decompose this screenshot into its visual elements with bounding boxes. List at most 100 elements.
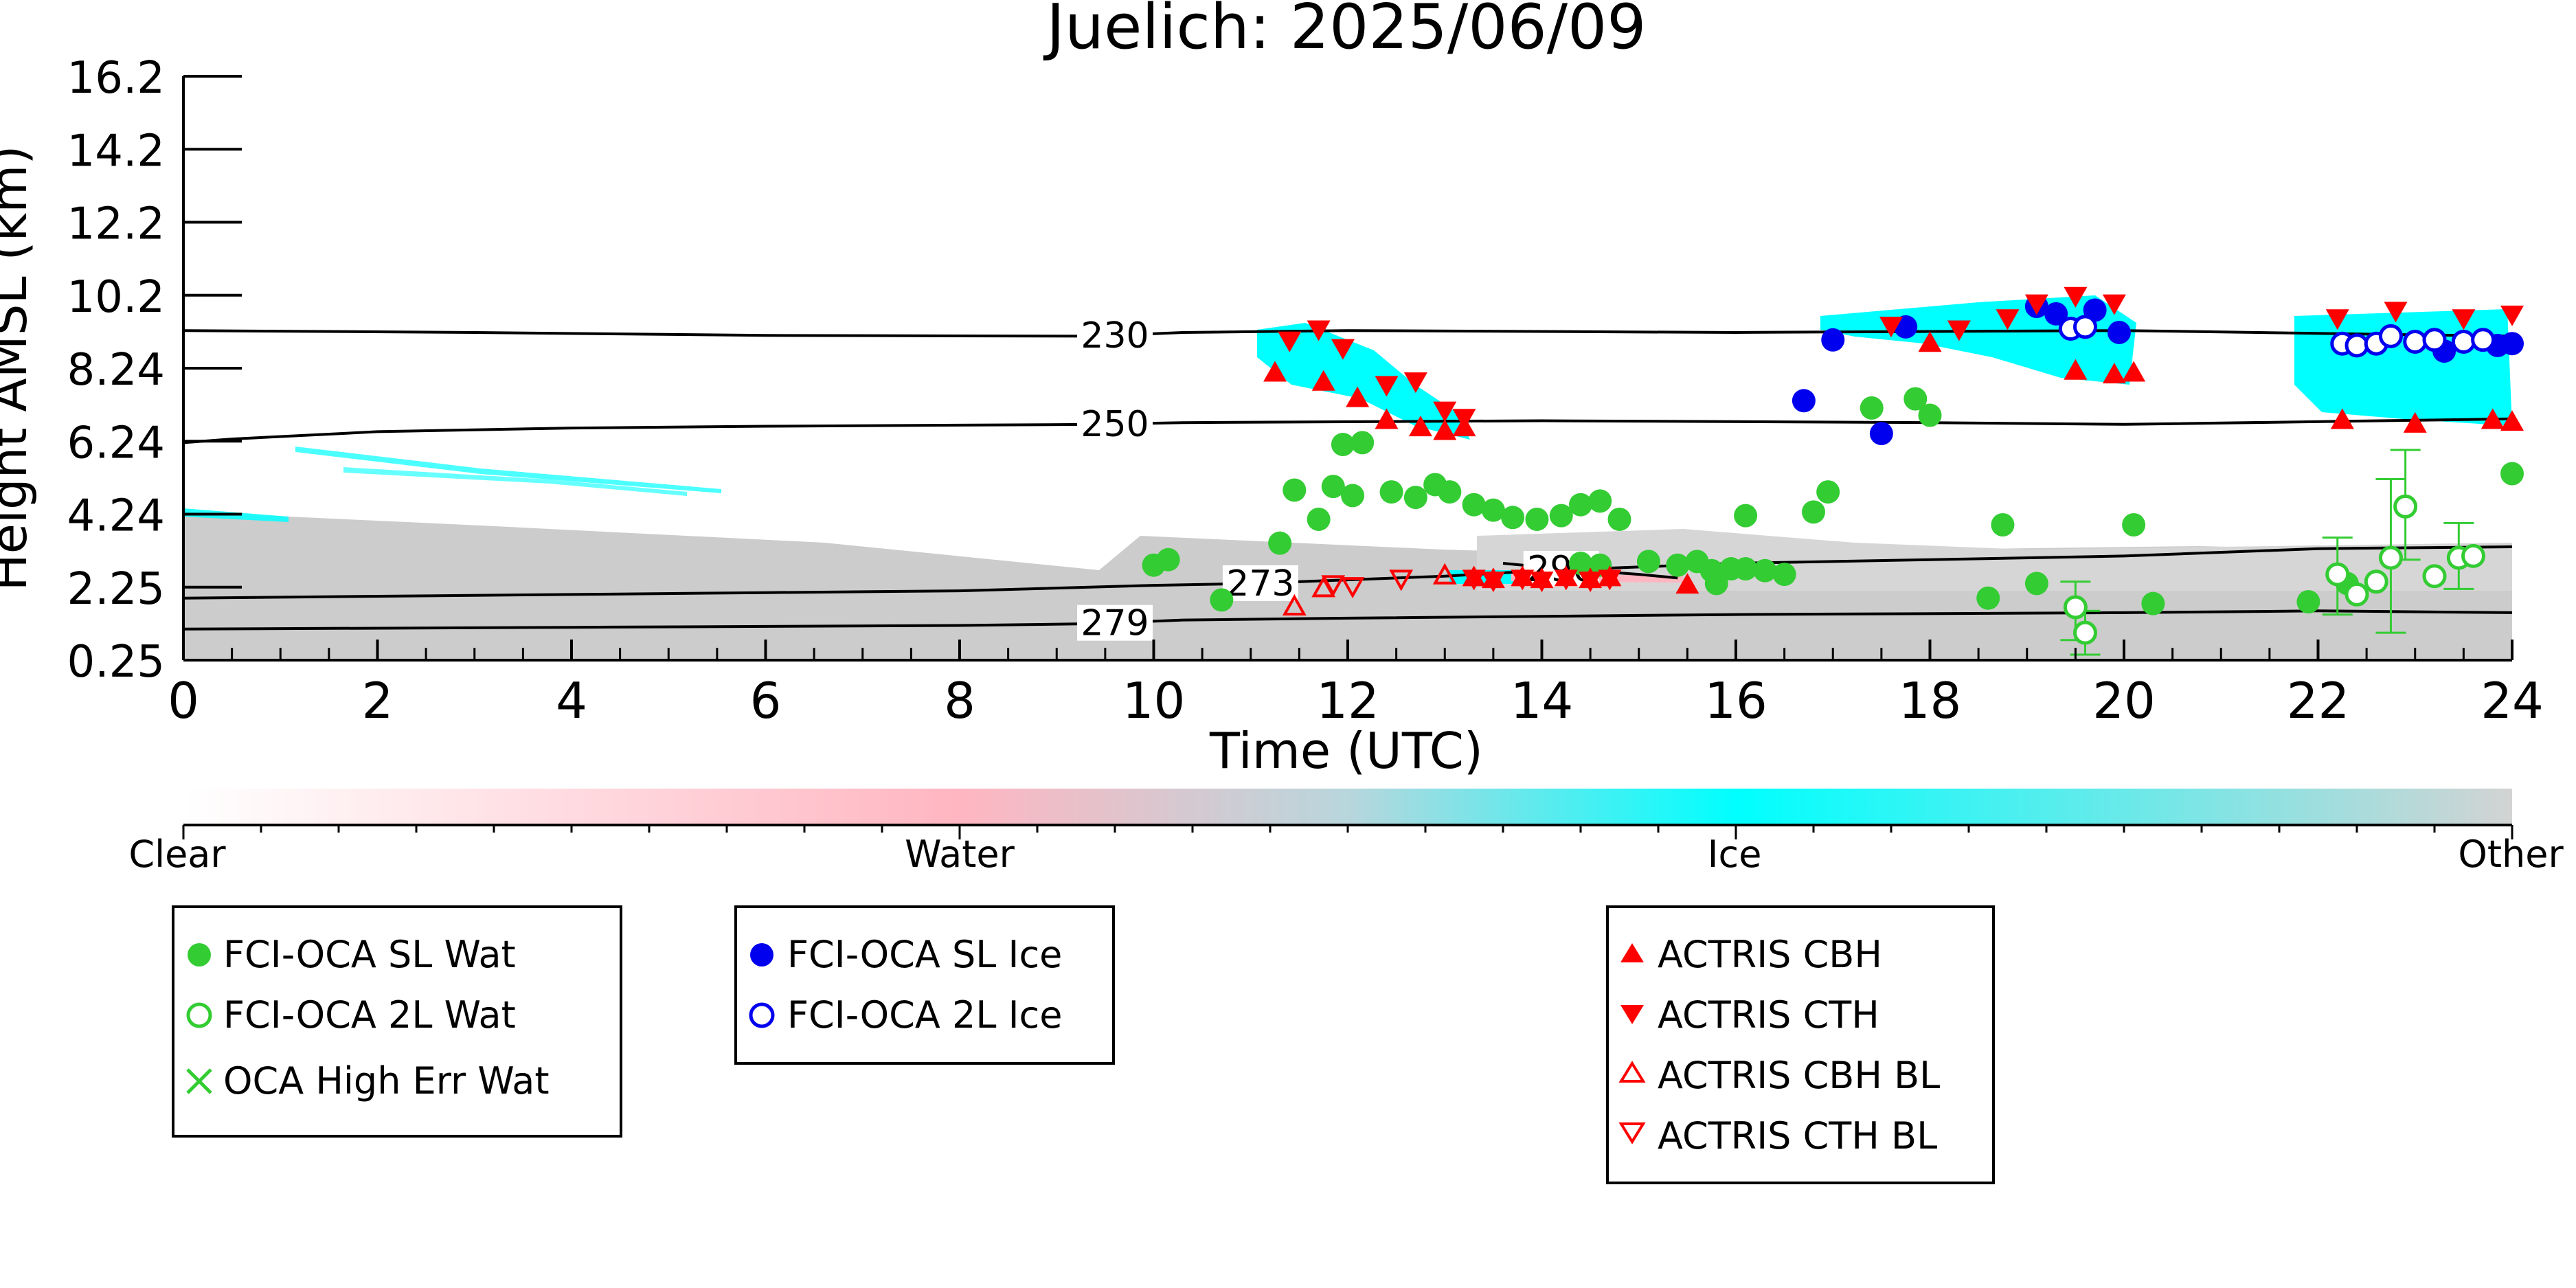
point-fci-oca-sl-wat (1588, 489, 1612, 513)
point-fci-oca-2l-wat (2345, 582, 2369, 607)
point-fci-oca-sl-wat (1991, 512, 2015, 536)
point-actris-cth (2500, 305, 2524, 326)
legend-marker-actris-cth (1620, 1005, 1644, 1024)
point-fci-oca-sl-wat (1379, 480, 1403, 504)
point-actris-cbh (2330, 408, 2354, 429)
x-tick-label: 12 (1316, 672, 1379, 730)
legend-water: FCI-OCA SL Wat FCI-OCA 2L Wat OCA High E… (172, 905, 622, 1138)
point-actris-cth (1278, 331, 1302, 352)
y-tick-label: 6.24 (67, 418, 166, 468)
legend-ice-box (734, 905, 1115, 1065)
point-actris-cbh (1408, 416, 1432, 437)
legend-label-sl-ice: FCI-OCA SL Ice (787, 933, 1062, 976)
colorbar-label-clear: Clear (128, 833, 226, 876)
point-actris-cth (1331, 339, 1355, 360)
point-actris-cbh (1375, 408, 1399, 429)
point-actris-cbh (2403, 411, 2427, 433)
legend-label-sl-wat: FCI-OCA SL Wat (223, 933, 516, 976)
point-fci-oca-sl-wat (1501, 506, 1525, 530)
point-fci-oca-sl-wat (1816, 480, 1840, 504)
y-tick-label: 12.2 (67, 199, 166, 250)
contour-label: 279 (1081, 603, 1149, 644)
point-actris-cbh-cth-cloud-band-down (1554, 569, 1578, 591)
point-fci-oca-2l-ice (2422, 328, 2447, 352)
point-fci-oca-sl-ice (1821, 328, 1845, 352)
point-fci-oca-sl-wat (1903, 387, 1928, 411)
point-actris-cth-bl (1340, 577, 1365, 599)
point-fci-oca-2l-ice (2451, 330, 2476, 354)
point-fci-oca-sl-wat (1403, 486, 1427, 510)
point-fci-oca-2l-wat (2073, 620, 2097, 645)
contour-label-bg (1077, 317, 1153, 354)
point-actris-cbh-cth-cloud-band-down (1530, 572, 1554, 593)
colorbar-label-water: Water (905, 833, 1015, 876)
point-fci-oca-sl-wat (1772, 563, 1796, 587)
point-fci-oca-sl-ice (1792, 389, 1816, 413)
point-fci-oca-sl-ice (2500, 332, 2524, 356)
chart-title: Juelich: 2025/06/09 (1043, 0, 1646, 63)
point-actris-cbh-cth-cloud-band-down (1579, 572, 1603, 593)
y-axis-ticks: 16.2 14.2 12.2 10.2 8.24 6.24 4.24 2.25 0.25 (67, 53, 242, 688)
point-actris-cth (1452, 409, 1476, 430)
legend-label-actris-cth-bl: ACTRIS CTH BL (1658, 1114, 1937, 1157)
legend-label-actris-cbh: ACTRIS CBH (1658, 933, 1882, 976)
point-fci-oca-sl-wat (1341, 484, 1365, 508)
x-axis-label: Time (UTC) (1209, 722, 1483, 780)
legend-marker-sl-wat (188, 943, 211, 967)
point-actris-cbh-cth-cloud-band-down (1462, 569, 1486, 591)
contour-label-bg (1077, 406, 1153, 442)
point-fci-oca-sl-ice (2044, 302, 2068, 326)
point-actris-cth (1433, 401, 1457, 422)
point-actris-cth (1996, 309, 2020, 330)
point-actris-cth (1375, 376, 1399, 397)
colorbar-ticks (182, 825, 2513, 839)
point-fci-oca-sl-wat (2500, 462, 2524, 486)
colorbar-label-ice: Ice (1708, 833, 1762, 876)
point-actris-cth (2325, 309, 2349, 330)
point-actris-cth (1879, 317, 1903, 338)
x-tick-label: 10 (1122, 672, 1186, 730)
x-tick-label: 24 (2481, 672, 2544, 730)
y-tick-label: 4.24 (67, 491, 166, 542)
point-fci-oca-2l-wat (2393, 494, 2418, 519)
point-actris-cth-bl (1389, 569, 1414, 591)
point-fci-oca-sl-ice (1869, 422, 1893, 446)
legend-marker-sl-ice (750, 943, 773, 967)
point-fci-oca-2l-wat (2461, 543, 2485, 568)
point-actris-cbh (1311, 370, 1335, 391)
point-actris-cbh (2481, 408, 2505, 429)
legend-marker-actris-cbh (1620, 943, 1644, 962)
colorbar (183, 789, 2512, 824)
legend-label-2l-wat: FCI-OCA 2L Wat (223, 993, 516, 1037)
point-fci-oca-sl-wat (1753, 558, 1777, 583)
legend-actris-box (1606, 905, 1995, 1184)
point-fci-oca-sl-wat (1666, 553, 1690, 577)
point-fci-oca-sl-wat (1321, 475, 1345, 499)
colorbar-label-other: Other (2458, 833, 2564, 876)
point-fci-oca-sl-wat (1569, 552, 1592, 576)
point-fci-oca-sl-wat (1704, 572, 1728, 596)
point-actris-cth-bl (1321, 575, 1346, 597)
x-tick-label: 2 (362, 672, 394, 730)
point-fci-oca-2l-ice (2403, 330, 2428, 354)
legend-marker-high-err-wat (186, 1068, 212, 1094)
point-fci-oca-sl-wat (1860, 396, 1884, 420)
point-fci-oca-sl-wat (1569, 493, 1592, 517)
point-actris-cbh (1918, 331, 1942, 352)
legend-marker-actris-cbh-bl (1618, 1061, 1646, 1083)
point-fci-oca-2l-ice (2345, 333, 2369, 358)
contour-line-230 (183, 329, 2512, 338)
legend-label-high-err-wat: OCA High Err Wat (223, 1059, 550, 1103)
point-fci-oca-2l-ice (2471, 328, 2496, 352)
point-fci-oca-sl-wat (1307, 507, 1331, 531)
point-fci-oca-sl-wat (1481, 498, 1505, 522)
point-fci-oca-sl-ice (2107, 320, 2131, 344)
point-fci-oca-sl-wat (1549, 504, 1573, 528)
point-fci-oca-sl-wat (1462, 493, 1486, 517)
point-fci-oca-sl-wat (1607, 507, 1631, 531)
point-fci-oca-sl-wat (1636, 550, 1660, 574)
legend-marker-2l-wat (186, 1002, 212, 1028)
x-tick-label: 0 (168, 672, 199, 730)
point-fci-oca-sl-wat (1268, 531, 1292, 555)
point-fci-oca-2l-wat (2325, 562, 2350, 587)
